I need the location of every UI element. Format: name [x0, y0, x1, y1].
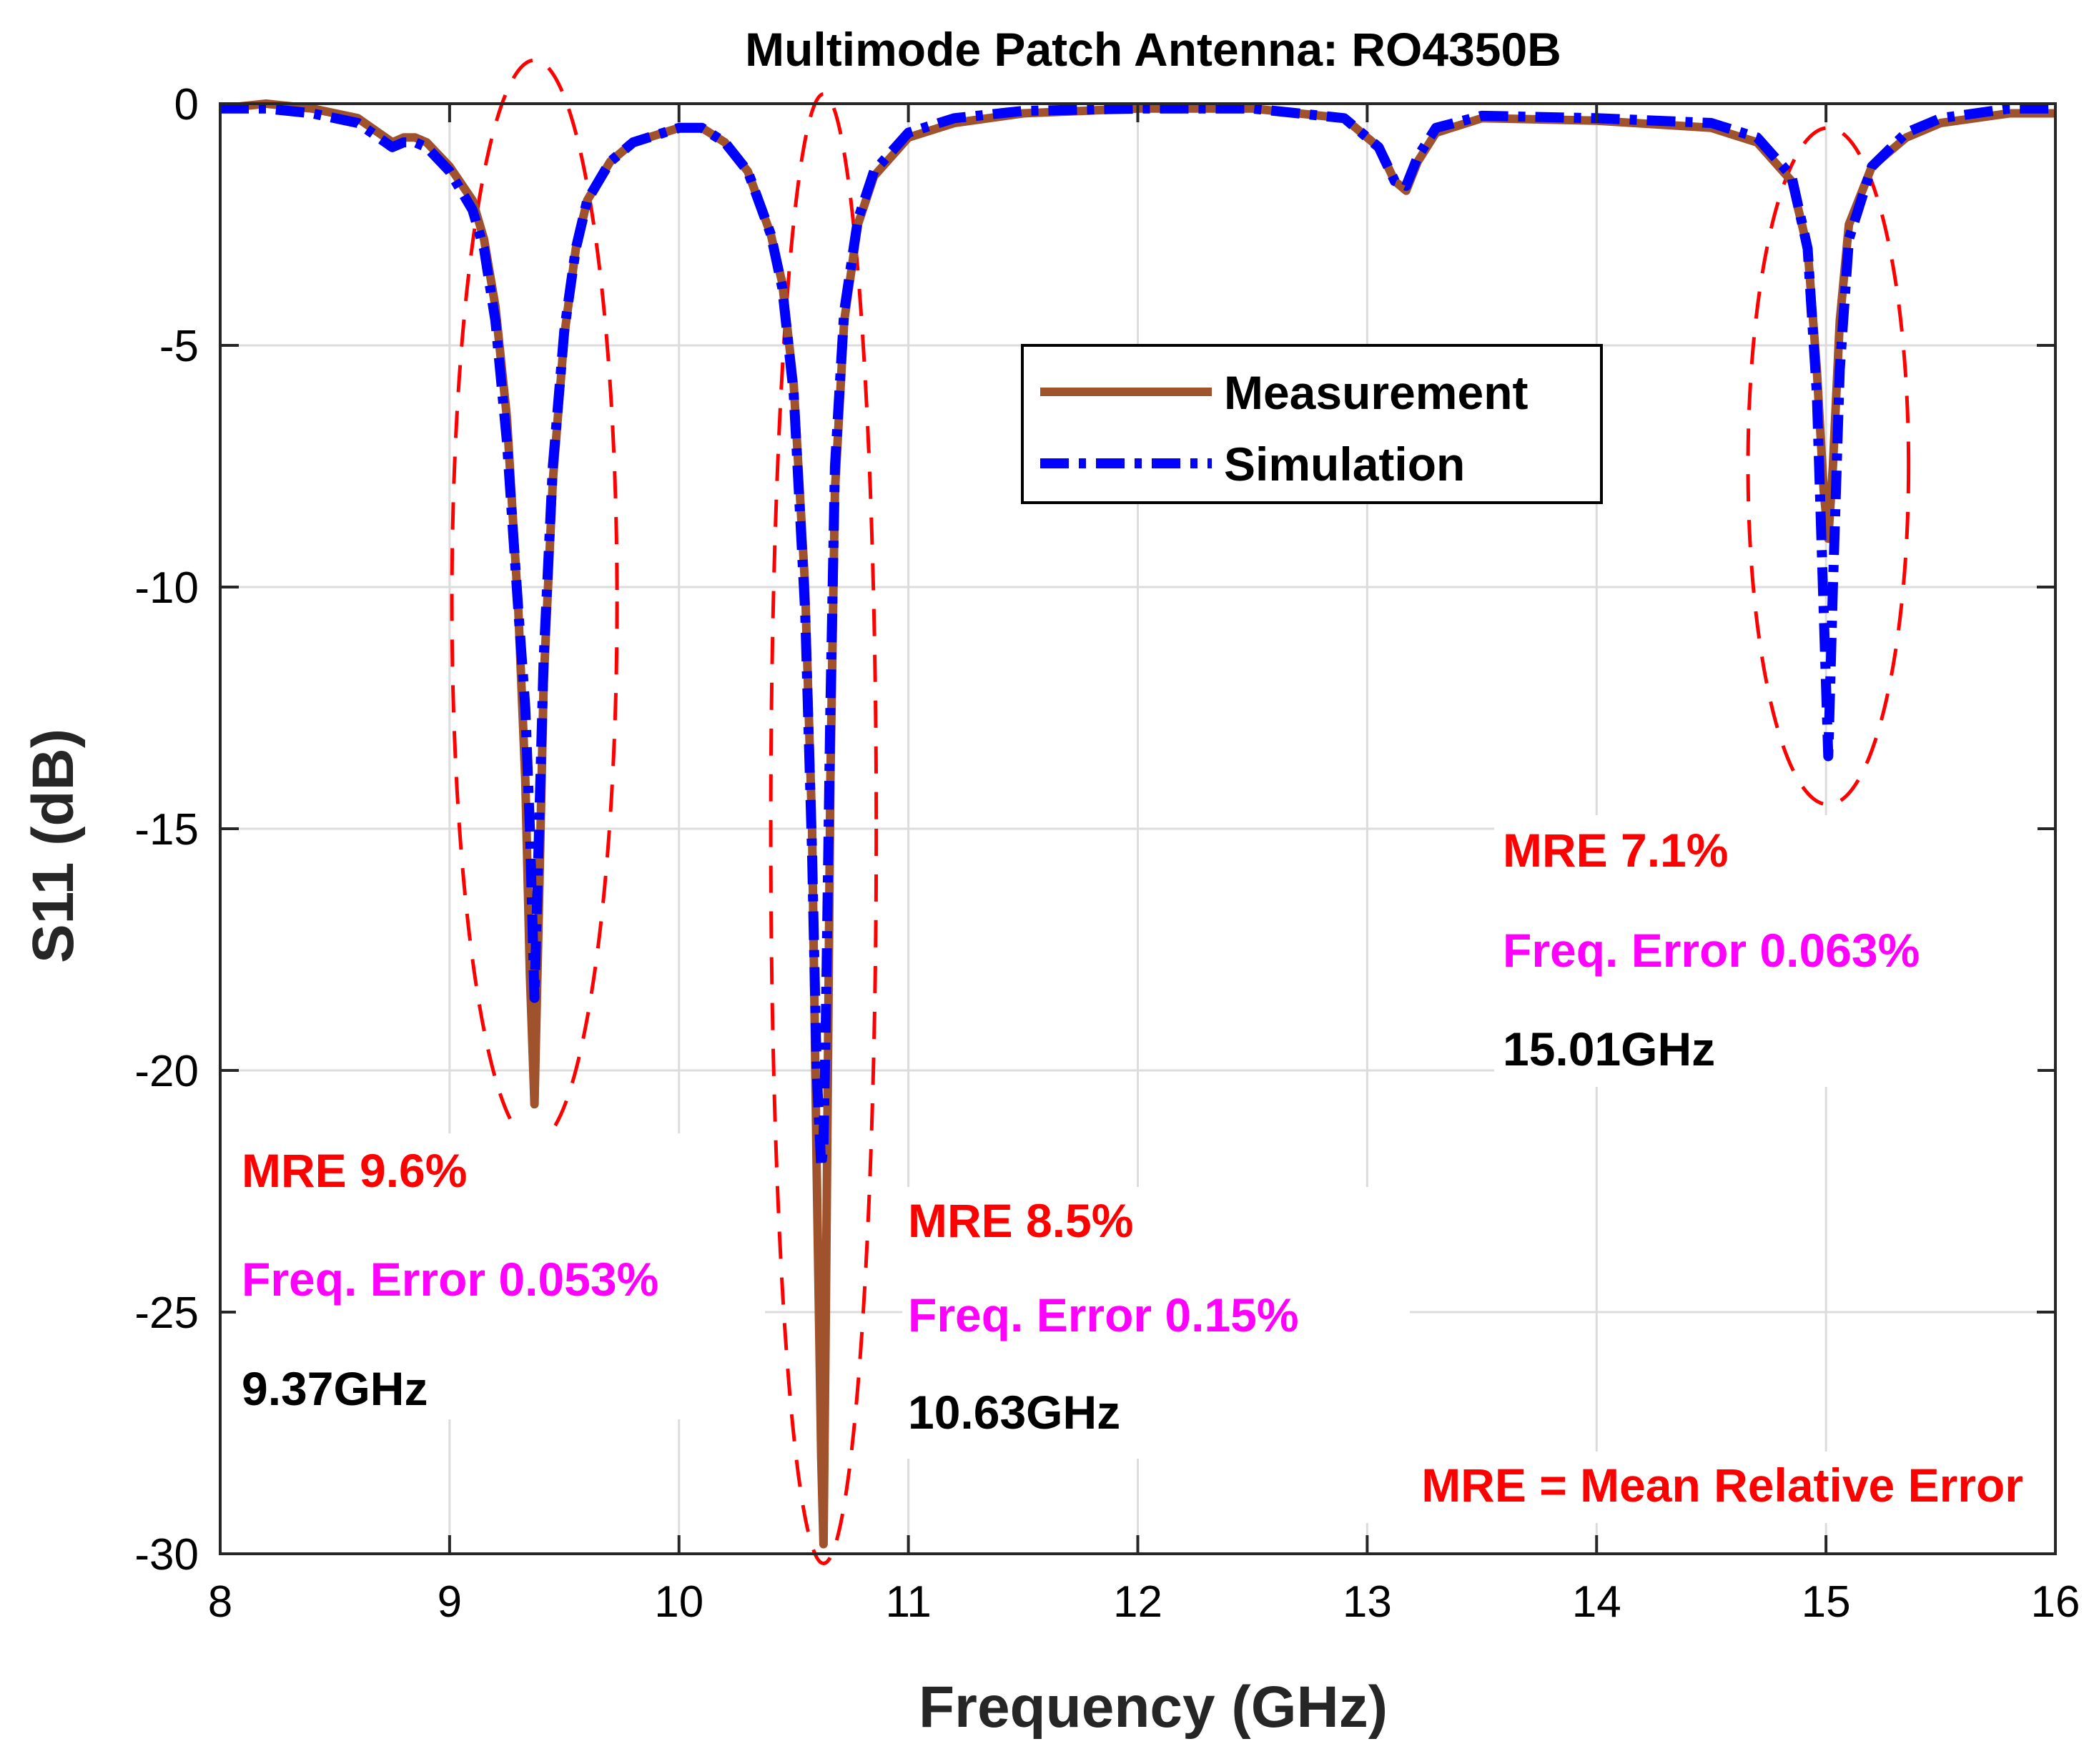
chart-title: Multimode Patch Antenna: RO4350B: [745, 23, 1561, 76]
y-tick-label: -25: [134, 1288, 199, 1338]
annotation-peak3-freq-error: Freq. Error 0.063%: [1503, 924, 1920, 977]
footnote-mre-definition: MRE = Mean Relative Error: [1421, 1459, 2023, 1512]
y-tick-label: -30: [134, 1530, 199, 1580]
x-tick-label: 9: [438, 1577, 462, 1627]
x-tick-label: 10: [654, 1577, 703, 1627]
y-tick-label: 0: [174, 80, 199, 129]
error-ellipse-3: [1746, 126, 1911, 807]
annotation-peak2-frequency: 10.63GHz: [908, 1386, 1120, 1439]
x-tick-label: 11: [885, 1577, 931, 1627]
y-tick-label: -15: [134, 805, 199, 854]
annotation-peak3-frequency: 15.01GHz: [1503, 1023, 1715, 1075]
x-tick-label: 14: [1572, 1577, 1621, 1627]
x-tick-label: 16: [2031, 1577, 2080, 1627]
axes: [219, 102, 2057, 1555]
x-tick-label: 8: [208, 1577, 232, 1627]
legend-measurement-label: Measurement: [1224, 366, 1528, 419]
y-tick-label: -5: [159, 322, 199, 371]
legend: Measurement Simulation: [1021, 344, 1603, 504]
y-axis-title: S11 (dB): [21, 729, 86, 963]
annotation-peak2-mre: MRE 8.5%: [908, 1194, 1133, 1247]
x-tick-label: 13: [1343, 1577, 1392, 1627]
annotation-peak1-frequency: 9.37GHz: [242, 1362, 428, 1415]
tick-labels: 8 9 10 11 12 13 14 15 16 0 -5 -10 -15 -20 -25 -30: [134, 80, 2080, 1627]
annotation-peak3: MRE 7.1% Freq. Error 0.063% 15.01GHz: [1494, 815, 2038, 1087]
x-axis-title: Frequency (GHz): [919, 1675, 1388, 1740]
legend-box: [1021, 344, 1603, 504]
annotation-peak3-mre: MRE 7.1%: [1503, 824, 1728, 877]
annotation-peak2: MRE 8.5% Freq. Error 0.15% 10.63GHz: [902, 1187, 1410, 1459]
y-tick-label: -10: [134, 563, 199, 613]
annotation-footnote: MRE = Mean Relative Error: [1337, 1452, 2029, 1523]
x-tick-label: 12: [1113, 1577, 1162, 1627]
annotation-peak1-mre: MRE 9.6%: [242, 1144, 467, 1197]
x-tick-label: 15: [1802, 1577, 1851, 1627]
annotation-peak1: MRE 9.6% Freq. Error 0.053% 9.37GHz: [236, 1133, 765, 1419]
error-ellipse-2: [769, 92, 879, 1566]
annotation-peak1-freq-error: Freq. Error 0.053%: [242, 1253, 658, 1306]
y-tick-label: -20: [134, 1047, 199, 1096]
annotation-peak2-freq-error: Freq. Error 0.15%: [908, 1288, 1299, 1341]
series-lines: [219, 99, 2055, 1549]
legend-simulation-label: Simulation: [1224, 438, 1465, 491]
series-line-simulation: [220, 103, 2055, 1173]
